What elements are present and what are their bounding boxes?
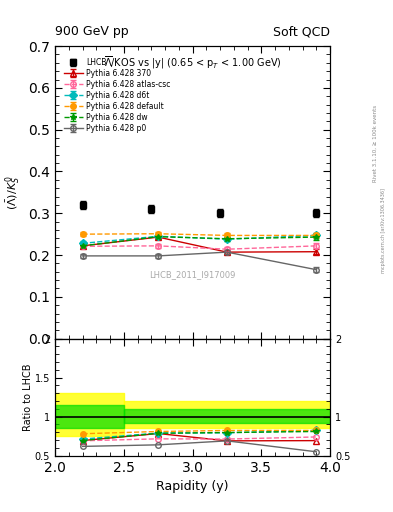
- Text: 900 GeV pp: 900 GeV pp: [55, 26, 129, 38]
- X-axis label: Rapidity (y): Rapidity (y): [156, 480, 229, 493]
- Text: $\overline{\Lambda}$/KOS vs |y| (0.65 < p$_T$ < 1.00 GeV): $\overline{\Lambda}$/KOS vs |y| (0.65 < …: [104, 55, 281, 71]
- Text: mcplots.cern.ch [arXiv:1306.3436]: mcplots.cern.ch [arXiv:1306.3436]: [381, 188, 386, 273]
- Text: LHCB_2011_I917009: LHCB_2011_I917009: [149, 270, 236, 279]
- Text: Rivet 3.1.10, ≥ 100k events: Rivet 3.1.10, ≥ 100k events: [373, 105, 378, 182]
- Text: Soft QCD: Soft QCD: [273, 26, 330, 38]
- Legend: LHCB, Pythia 6.428 370, Pythia 6.428 atlas-csc, Pythia 6.428 d6t, Pythia 6.428 d: LHCB, Pythia 6.428 370, Pythia 6.428 atl…: [62, 56, 173, 135]
- Y-axis label: Ratio to LHCB: Ratio to LHCB: [24, 364, 33, 431]
- Y-axis label: $\bar{(\Lambda)}/K^0_S$: $\bar{(\Lambda)}/K^0_S$: [4, 175, 23, 209]
